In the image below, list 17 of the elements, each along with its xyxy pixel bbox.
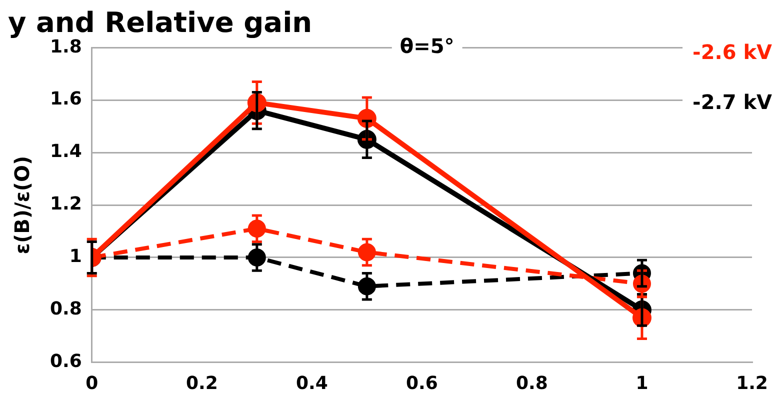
x-tick-label: 0.8: [516, 372, 548, 394]
x-tick-label: 0.6: [406, 372, 438, 394]
annotation: θ=5°: [400, 34, 454, 58]
x-tick-label: 0.4: [296, 372, 328, 394]
y-tick-label: 1.6: [50, 88, 82, 110]
y-tick-label: 1: [69, 246, 82, 268]
y-tick-label: 1.4: [50, 141, 82, 162]
x-tick-label: 0.2: [186, 372, 218, 394]
x-tick-label: 0: [86, 372, 98, 394]
y-axis-title: ε(B)/ε(O): [10, 156, 34, 254]
y-tick-label: 1.2: [50, 194, 82, 215]
x-tick-label: 1.2: [736, 372, 768, 394]
y-tick-label: 0.6: [50, 351, 82, 372]
x-tick-label: 1: [636, 372, 648, 394]
text: -2.7 kV: [692, 90, 773, 114]
y-tick-label: 0.8: [50, 298, 82, 320]
text: -2.6 kV: [692, 40, 773, 64]
